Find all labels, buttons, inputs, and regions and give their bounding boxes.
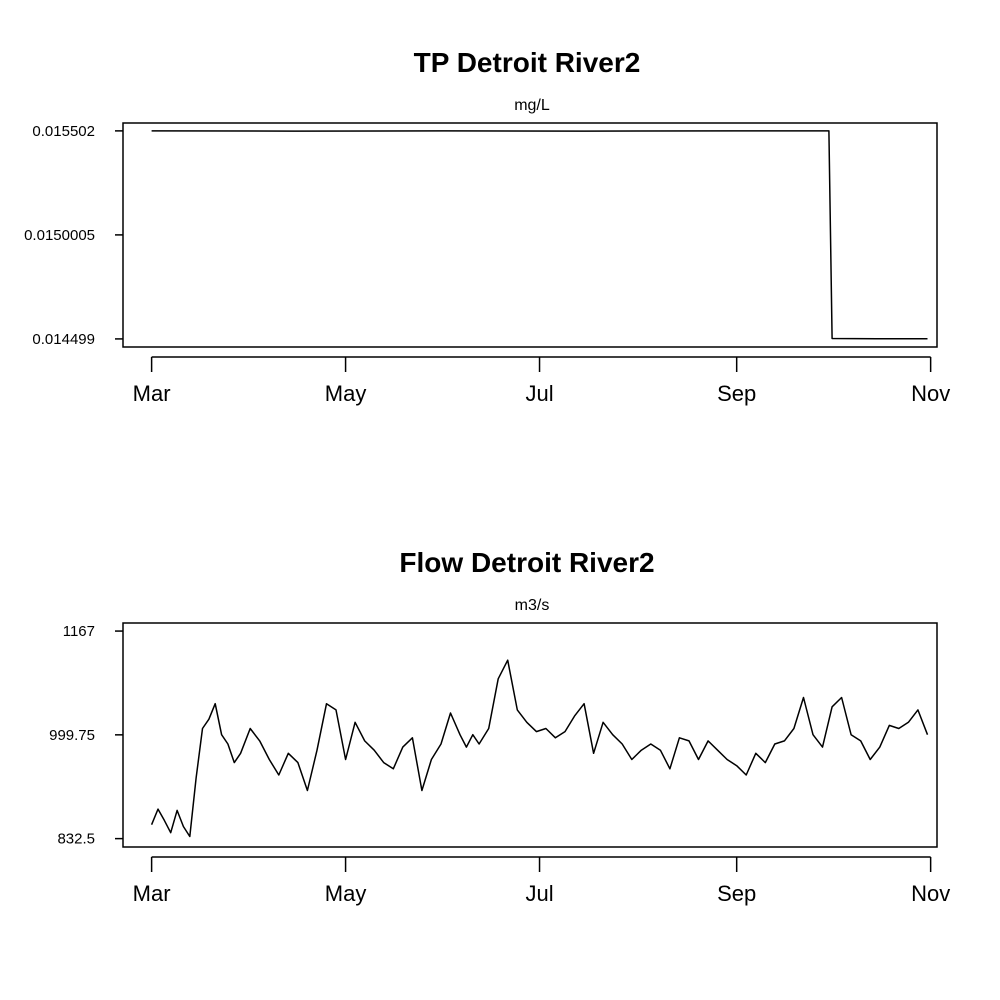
plot-frame [122,622,938,848]
y-tick-label: 0.015502 [32,123,95,140]
series-line [150,659,929,838]
chart-title: Flow Detroit River2 [399,547,654,578]
y-tick-label: 0.014499 [32,331,95,348]
x-tick-label: Sep [717,881,756,906]
x-tick-label: Mar [133,881,171,906]
x-axis: Mar May Jul Sep Nov [133,356,950,406]
series-group [150,659,929,838]
x-tick-label: May [325,881,367,906]
x-tick-label: Nov [911,881,950,906]
x-tick-label: Mar [133,381,171,406]
chart-panel-tp: TP Detroit River2 mg/L 0.014499 0.0150005… [24,47,950,406]
x-tick-label: Sep [717,381,756,406]
y-axis: 0.014499 0.0150005 0.015502 [24,123,123,348]
y-axis: 832.5 999.75 1167 [49,623,123,848]
plot-frame [122,122,938,348]
series-line [151,130,928,340]
y-tick-label: 0.0150005 [24,227,95,244]
chart-subtitle: mg/L [514,97,550,114]
series-group [151,130,928,340]
y-tick-label: 999.75 [49,727,95,744]
x-tick-label: Jul [525,881,553,906]
chart-panel-flow: Flow Detroit River2 m3/s 832.5 999.75 1167… [49,547,950,906]
x-tick-label: Nov [911,381,950,406]
y-tick-label: 1167 [63,623,95,640]
x-tick-label: Jul [525,381,553,406]
x-tick-label: May [325,381,367,406]
chart-title: TP Detroit River2 [414,47,641,78]
x-axis: Mar May Jul Sep Nov [133,856,950,906]
chart-subtitle: m3/s [515,597,550,614]
y-tick-label: 832.5 [57,831,95,848]
